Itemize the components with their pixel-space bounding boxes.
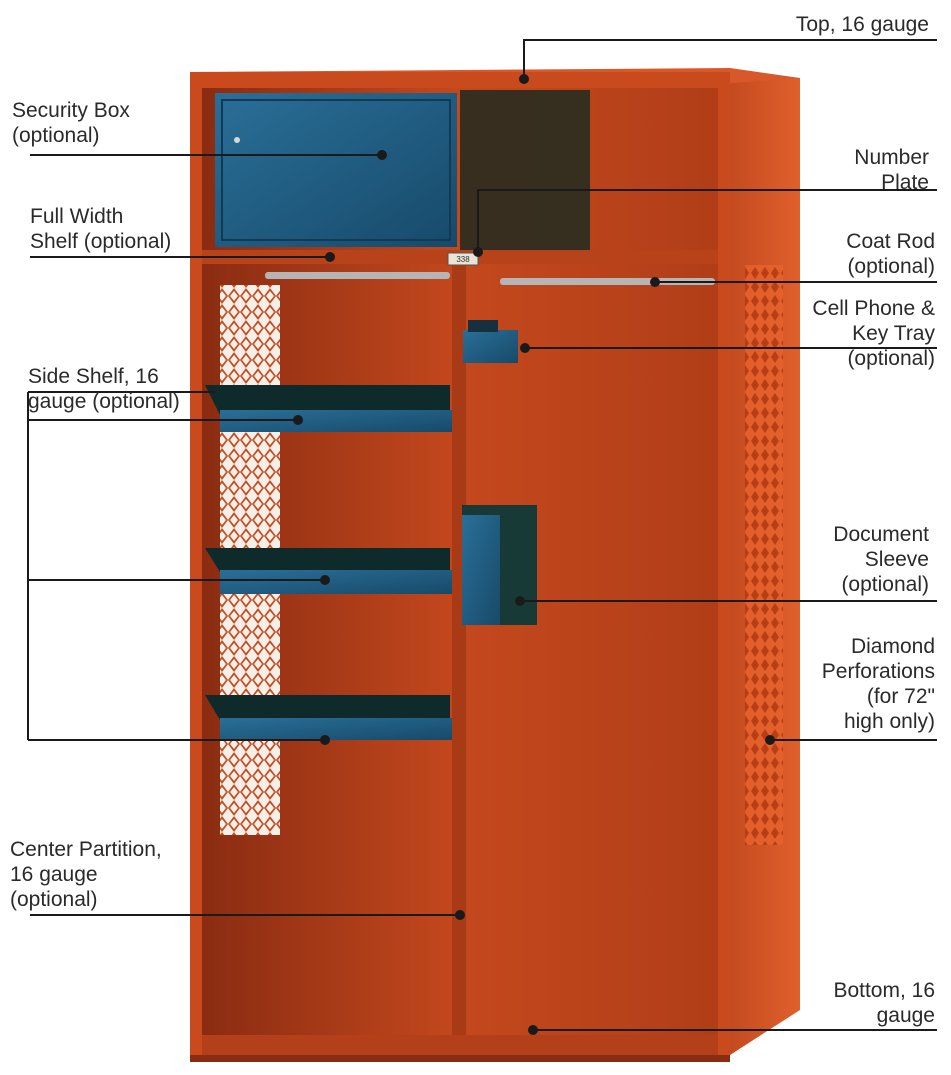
cabinet-bottom <box>202 1035 718 1057</box>
cabinet-base <box>190 1055 730 1062</box>
coat-rod-left <box>265 272 450 279</box>
side-perforation-panel <box>745 265 783 845</box>
security-box-door <box>221 99 451 241</box>
label-bottom: Bottom, 16 gauge <box>833 979 935 1027</box>
document-sleeve <box>462 515 500 625</box>
center-partition <box>452 265 466 1035</box>
label-security-box: Security Box (optional) <box>12 99 130 147</box>
label-cell-phone-tray: Cell Phone & Key Tray (optional) <box>812 297 935 370</box>
side-shelf-bottom <box>205 695 452 740</box>
label-top: Top, 16 gauge <box>795 13 929 36</box>
label-side-shelf: Side Shelf, 16 gauge (optional) <box>28 365 180 413</box>
label-full-width-shelf: Full Width Shelf (optional) <box>30 205 172 253</box>
side-shelf-top <box>205 385 452 432</box>
cell-phone-tray-back <box>468 320 498 332</box>
coat-rod-right <box>500 278 715 285</box>
cell-phone-tray <box>463 330 518 363</box>
label-document-sleeve: Document Sleeve (optional) <box>833 523 929 596</box>
security-box <box>215 93 457 247</box>
upper-compartment-shadow <box>460 90 590 255</box>
side-shelf-middle <box>205 548 452 594</box>
security-box-keyhole <box>234 137 240 143</box>
label-diamond-perforations: Diamond Perforations (for 72" high only) <box>821 635 935 733</box>
label-coat-rod: Coat Rod (optional) <box>846 230 935 278</box>
label-number-plate: Number Plate <box>854 146 929 194</box>
leader-dots <box>293 74 775 1035</box>
number-plate-text: 338 <box>456 255 470 264</box>
label-center-partition: Center Partition, 16 gauge (optional) <box>10 838 162 911</box>
leader-lines <box>27 39 937 1031</box>
